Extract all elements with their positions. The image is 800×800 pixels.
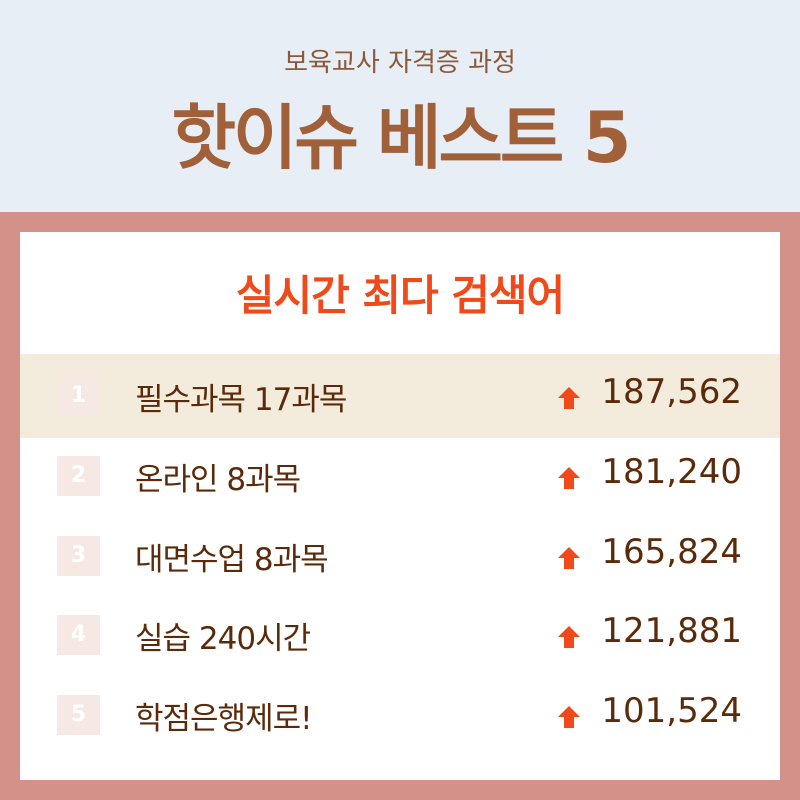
header: 보육교사 자격증 과정 핫이슈 베스트 5: [0, 0, 800, 212]
search-count: 187,562: [601, 372, 742, 412]
ranking-row[interactable]: 1 필수과목 17과목 187,562: [20, 354, 780, 438]
search-count: 101,524: [601, 691, 742, 731]
ranking-row[interactable]: 4 실습 240시간 121,881: [20, 593, 780, 677]
card-title: 실시간 최다 검색어: [235, 271, 565, 320]
search-count: 181,240: [601, 452, 742, 492]
rank-badge: 1: [57, 376, 100, 416]
arrow-up-icon: [558, 706, 580, 728]
rank-badge: 4: [57, 615, 100, 655]
header-title: 핫이슈 베스트 5: [171, 97, 632, 179]
ranking-row[interactable]: 3 대면수업 8과목 165,824: [20, 514, 780, 598]
arrow-up-icon: [558, 467, 580, 489]
keyword-label: 대면수업 8과목: [135, 542, 329, 578]
rank-badge: 5: [57, 695, 100, 735]
ranking-card: 실시간 최다 검색어 1 필수과목 17과목 187,562 2 온라인 8과목 …: [20, 232, 780, 780]
search-count: 165,824: [601, 532, 742, 572]
keyword-label: 학점은행제로!: [135, 701, 313, 737]
keyword-label: 필수과목 17과목: [135, 382, 347, 418]
ranking-row[interactable]: 5 학점은행제로! 101,524: [20, 673, 780, 757]
keyword-label: 실습 240시간: [135, 621, 311, 657]
arrow-up-icon: [558, 626, 580, 648]
search-count: 121,881: [601, 611, 742, 651]
ranking-row[interactable]: 2 온라인 8과목 181,240: [20, 434, 780, 518]
arrow-up-icon: [558, 387, 580, 409]
keyword-label: 온라인 8과목: [135, 462, 301, 498]
arrow-up-icon: [558, 547, 580, 569]
header-subtitle: 보육교사 자격증 과정: [284, 48, 516, 78]
rank-badge: 3: [57, 536, 100, 576]
rank-badge: 2: [57, 456, 100, 496]
